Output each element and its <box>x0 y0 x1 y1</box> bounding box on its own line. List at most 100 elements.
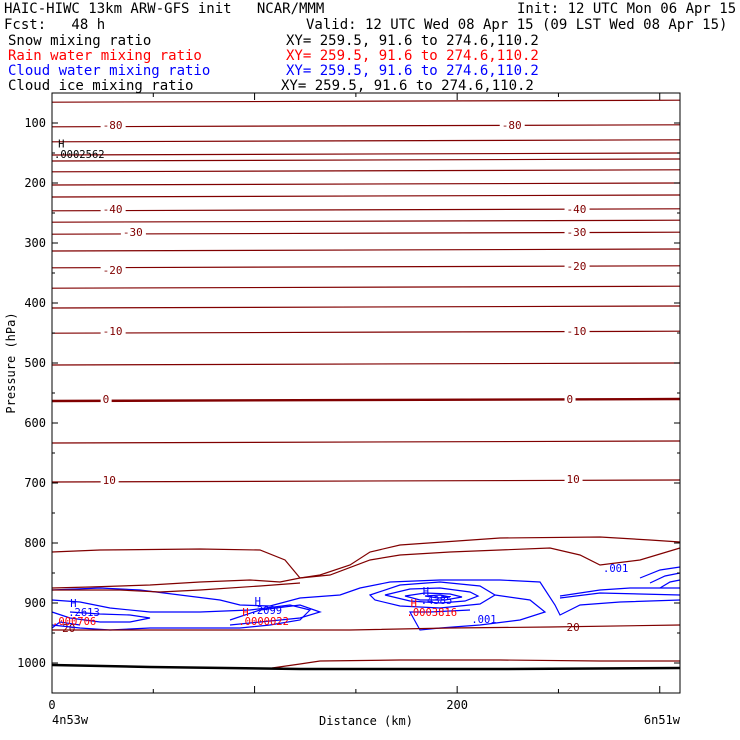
header-valid: Valid: 12 UTC Wed 08 Apr 15 (09 LST Wed … <box>306 17 728 33</box>
field-xy-cloud-water: XY= 259.5, 91.6 to 274.6,110.2 <box>286 63 539 79</box>
temperature-contour <box>51 547 681 589</box>
contour-value-label: .001 <box>603 563 628 575</box>
header-fcst: Fcst: 48 h <box>4 17 106 33</box>
contour-value-label: H <box>70 598 76 610</box>
isotherm-label: -80 <box>103 119 123 132</box>
x-tick-label: 200 <box>446 698 468 712</box>
header-title: HAIC-HIWC 13km ARW-GFS init NCAR/MMM <box>4 1 325 17</box>
endpoint-label-right: 6n51w <box>644 713 681 727</box>
temperature-contour <box>51 536 681 579</box>
isotherm-label-bg <box>100 264 126 276</box>
isotherm-label: -10 <box>567 325 587 338</box>
isotherm-label: 20 <box>62 622 75 635</box>
temperature-contour <box>52 624 681 631</box>
contour-value-label: .001 <box>471 614 496 626</box>
y-tick-label: 200 <box>24 176 46 190</box>
cloud-water-contour <box>404 592 463 601</box>
isotherm-label: -40 <box>103 203 123 216</box>
y-tick-label: 600 <box>24 416 46 430</box>
ground-surface-line <box>51 663 681 671</box>
field-label-rain: Rain water mixing ratio <box>8 48 202 64</box>
isotherm-label: -30 <box>567 226 587 239</box>
isotherm-line <box>51 219 681 223</box>
isotherm-label: -10 <box>103 325 123 338</box>
isotherm-label-bg <box>564 259 590 272</box>
isotherm-line <box>51 99 681 103</box>
isotherm-line <box>51 248 681 252</box>
x-axis-label: Distance (km) <box>319 714 413 728</box>
x-tick-label: 0 <box>48 698 55 712</box>
y-axis-label: Pressure (hPa) <box>4 312 18 413</box>
cloud-water-contour <box>51 611 151 623</box>
cloud-water-contour <box>559 592 681 599</box>
isotherm-line <box>51 440 681 444</box>
y-tick-label: 400 <box>24 296 46 310</box>
contour-value-label: H <box>423 586 429 598</box>
cloud-water-contour <box>408 594 547 631</box>
isotherm-label-bg <box>60 622 79 635</box>
isotherm-line <box>51 182 681 186</box>
isotherm-line <box>51 152 681 156</box>
isotherm-label-bg <box>499 118 525 131</box>
isotherm-label: 0 <box>103 393 110 406</box>
cloud-water-contour <box>424 594 451 599</box>
cloud-water-contour <box>51 599 312 631</box>
isotherm-label-bg <box>100 474 119 486</box>
temperature-contour <box>52 582 301 593</box>
field-xy-cloud-ice: XY= 259.5, 91.6 to 274.6,110.2 <box>281 78 534 94</box>
isotherm-label: -80 <box>502 119 522 132</box>
field-label-snow: Snow mixing ratio <box>8 33 152 49</box>
contour-value-label: .0003816 <box>407 607 458 619</box>
isotherm-line <box>51 169 681 173</box>
cloud-water-contour <box>229 604 322 626</box>
isotherm-line <box>51 479 681 483</box>
isotherm-label: 10 <box>103 474 116 487</box>
cloud-water-contour <box>51 621 81 629</box>
isotherm-label-bg <box>564 393 576 405</box>
contour-value-label: .2613 <box>68 607 100 619</box>
isotherm-label: -20 <box>103 264 123 277</box>
isotherm-label-bg <box>100 202 126 215</box>
isotherm-label-bg <box>100 118 126 131</box>
isotherm-line <box>51 158 681 162</box>
isotherm-label: -30 <box>123 226 143 239</box>
isotherm-label-bg <box>100 325 126 338</box>
isotherm-label: 20 <box>567 621 580 634</box>
y-tick-label: 900 <box>24 596 46 610</box>
isotherm-label-bg <box>564 472 583 485</box>
isotherm-label-bg <box>564 226 590 239</box>
endpoint-label-left: 4n53w <box>52 713 89 727</box>
y-tick-label: 700 <box>24 476 46 490</box>
isotherm-label-bg <box>120 226 146 239</box>
y-tick-label: 800 <box>24 536 46 550</box>
isotherm-line <box>51 124 681 128</box>
y-tick-label: 300 <box>24 236 46 250</box>
isotherm-label-bg <box>564 202 590 215</box>
cloud-water-contour <box>368 581 497 609</box>
header-init: Init: 12 UTC Mon 06 Apr 15 <box>517 1 737 17</box>
field-label-cloud-water: Cloud water mixing ratio <box>8 63 211 79</box>
cloud-water-contour <box>639 566 681 579</box>
isotherm-label: -20 <box>567 260 587 273</box>
isotherm-line <box>51 139 681 143</box>
isotherm-label-bg <box>100 393 112 405</box>
field-xy-rain: XY= 259.5, 91.6 to 274.6,110.2 <box>286 48 539 64</box>
isotherm-line <box>51 194 681 198</box>
cloud-water-contour <box>659 579 681 589</box>
temperature-contour <box>271 659 680 669</box>
isotherm-label-bg <box>564 325 590 338</box>
isotherm-label: 0 <box>567 393 574 406</box>
contour-value-label: H <box>58 138 64 150</box>
isotherm-label: -40 <box>567 203 587 216</box>
isotherm-line <box>51 362 681 366</box>
contour-value-label: .2099 <box>251 605 283 617</box>
isotherm-line <box>51 305 681 309</box>
cloud-water-contour <box>384 587 480 604</box>
lower-temperature-contours <box>51 536 681 669</box>
y-tick-label: 500 <box>24 356 46 370</box>
contour-value-label: H <box>255 596 261 608</box>
contour-value-label: H <box>242 607 248 619</box>
